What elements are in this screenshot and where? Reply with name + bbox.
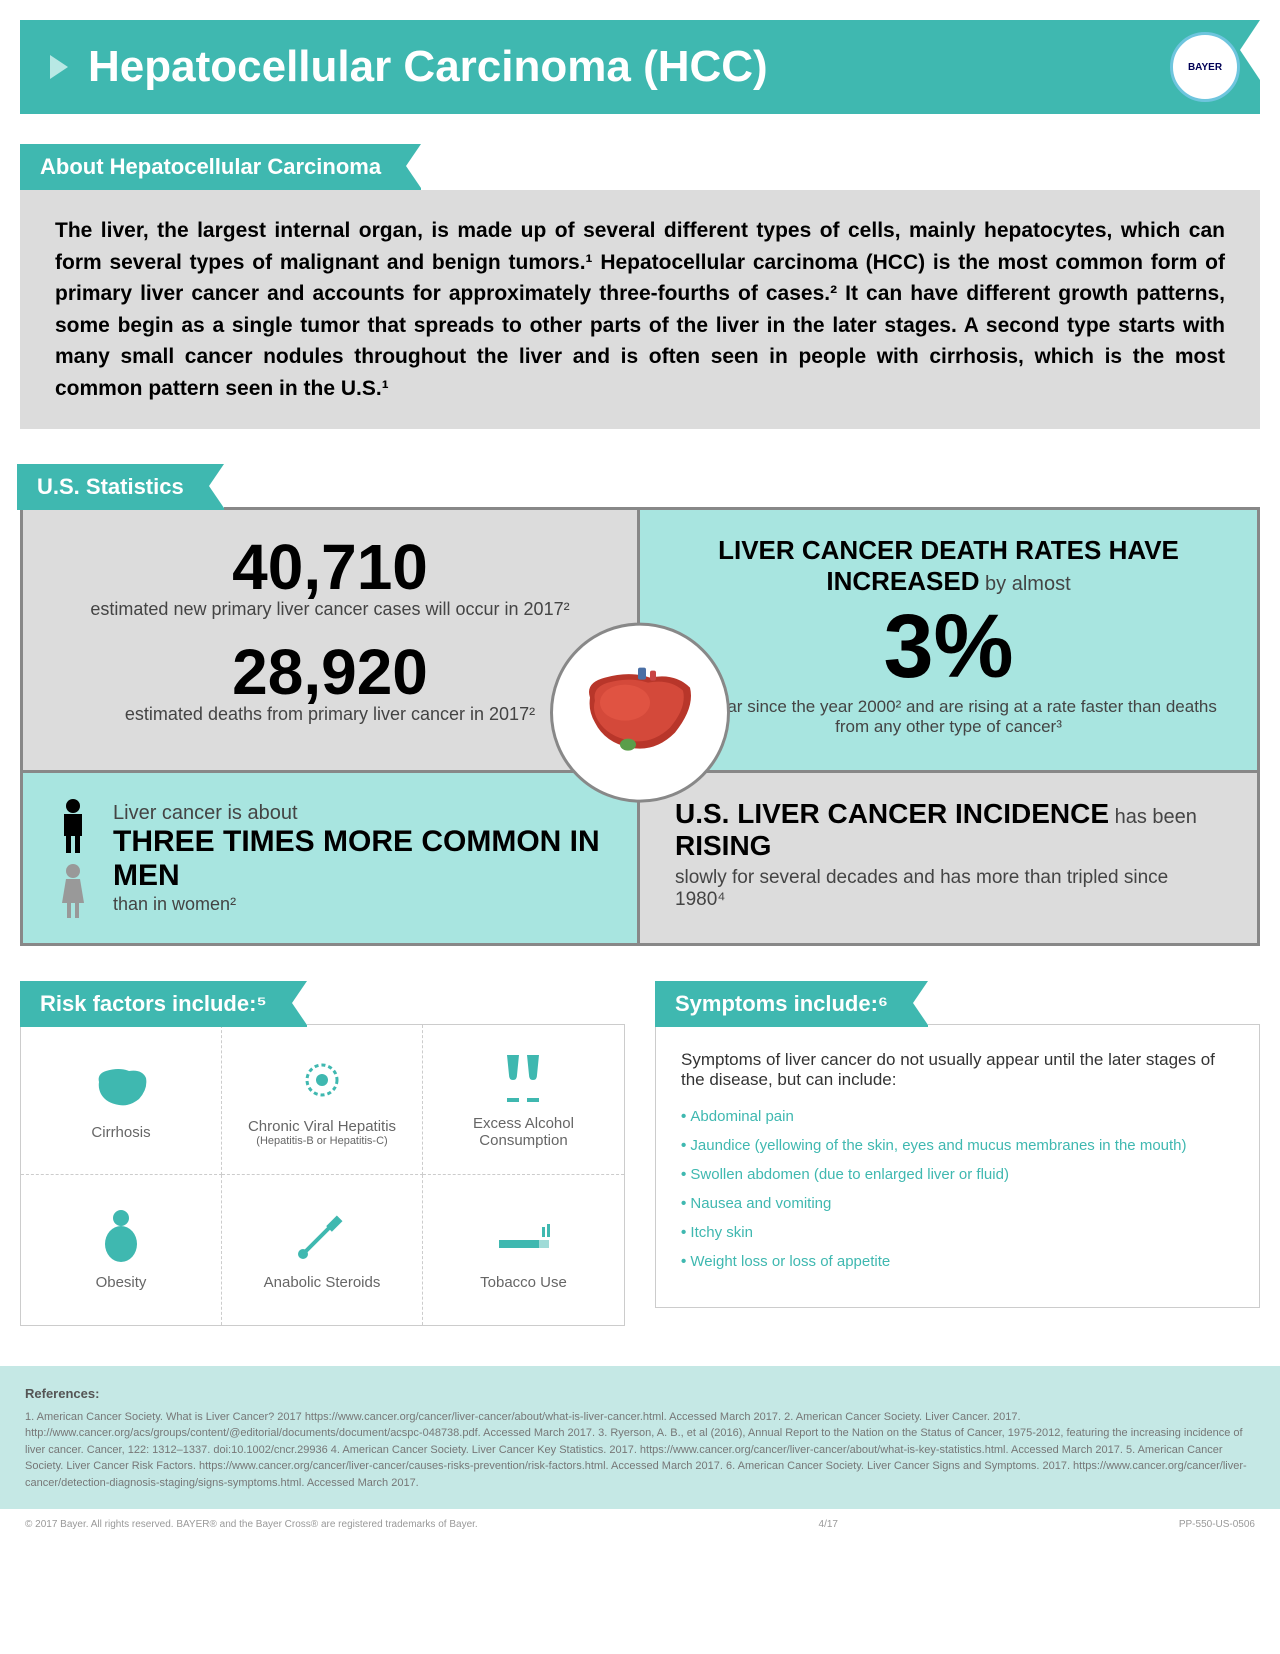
risk-label: Cirrhosis (91, 1124, 150, 1141)
about-body: The liver, the largest internal organ, i… (55, 215, 1225, 404)
risk-tab: Risk factors include:⁵ (20, 981, 307, 1027)
cigarette-icon (494, 1209, 554, 1264)
risk-label: Excess Alcohol Consumption (433, 1115, 614, 1149)
incidence-l1b: has been (1109, 806, 1197, 828)
virus-icon (297, 1053, 347, 1108)
footer-date: 4/17 (819, 1519, 838, 1530)
symptom-item: Jaundice (yellowing of the skin, eyes an… (681, 1137, 1234, 1154)
risk-cirrhosis: Cirrhosis (21, 1025, 222, 1175)
deaths-number: 28,920 (58, 640, 602, 704)
incidence-l1c: RISING (675, 830, 771, 861)
symptoms-list: Abdominal pain Jaundice (yellowing of th… (681, 1108, 1234, 1270)
play-triangle-icon (50, 55, 68, 79)
footer: © 2017 Bayer. All rights reserved. BAYER… (0, 1509, 1280, 1540)
obesity-icon (101, 1209, 141, 1264)
gender-big: THREE TIMES MORE COMMON IN MEN (113, 825, 602, 894)
death-rate-head-tail: by almost (979, 573, 1070, 595)
gender-tail: than in women² (113, 894, 236, 914)
gender-icons (58, 798, 88, 918)
references-box: References: 1. American Cancer Society. … (0, 1366, 1280, 1509)
male-icon (58, 798, 88, 853)
risk-steroids: Anabolic Steroids (222, 1175, 423, 1325)
risk-hepatitis: Chronic Viral Hepatitis(Hepatitis-B or H… (222, 1025, 423, 1175)
new-cases-label: estimated new primary liver cancer cases… (58, 599, 602, 620)
risk-grid: Cirrhosis Chronic Viral Hepatitis(Hepati… (20, 1024, 625, 1326)
footer-code: PP-550-US-0506 (1179, 1519, 1255, 1530)
new-cases-number: 40,710 (58, 535, 602, 599)
page-title: Hepatocellular Carcinoma (HCC) (88, 42, 1170, 92)
risk-label: Chronic Viral Hepatitis(Hepatitis-B or H… (248, 1118, 396, 1147)
symptom-item: Weight loss or loss of appetite (681, 1253, 1234, 1270)
death-rate-head: LIVER CANCER DEATH RATES HAVE INCREASED (718, 535, 1179, 596)
symptom-item: Abdominal pain (681, 1108, 1234, 1125)
risk-label: Anabolic Steroids (264, 1274, 381, 1291)
wine-glass-icon (499, 1050, 549, 1105)
gender-lead: Liver cancer is about (113, 802, 602, 825)
symptoms-intro: Symptoms of liver cancer do not usually … (681, 1050, 1234, 1090)
liver-icon (580, 662, 700, 762)
liver-small-icon (94, 1059, 149, 1114)
risk-label: Tobacco Use (480, 1274, 567, 1291)
symptoms-box: Symptoms of liver cancer do not usually … (655, 1024, 1260, 1308)
title-banner: Hepatocellular Carcinoma (HCC) BAYER (20, 20, 1260, 114)
risk-alcohol: Excess Alcohol Consumption (423, 1025, 624, 1175)
footer-copyright: © 2017 Bayer. All rights reserved. BAYER… (25, 1519, 478, 1530)
stat-cell-incidence: U.S. LIVER CANCER INCIDENCE has been RIS… (640, 773, 1257, 943)
stat-cell-new-cases: 40,710 estimated new primary liver cance… (23, 510, 640, 773)
symptoms-tab: Symptoms include:⁶ (655, 981, 928, 1027)
about-tab: About Hepatocellular Carcinoma (20, 144, 421, 190)
incidence-l2: slowly for several decades and has more … (675, 867, 1222, 911)
stats-tab: U.S. Statistics (17, 464, 224, 510)
death-rate-pct: 3% (675, 602, 1222, 692)
stat-cell-death-rate: LIVER CANCER DEATH RATES HAVE INCREASED … (640, 510, 1257, 773)
death-rate-sub: per year since the year 2000² and are ri… (675, 697, 1222, 737)
risk-obesity: Obesity (21, 1175, 222, 1325)
risk-label: Obesity (96, 1274, 147, 1291)
stat-cell-gender: Liver cancer is about THREE TIMES MORE C… (23, 773, 640, 943)
risk-section: Risk factors include:⁵ Cirrhosis Chronic… (20, 981, 625, 1326)
incidence-l1a: U.S. LIVER CANCER INCIDENCE (675, 798, 1109, 829)
about-box: The liver, the largest internal organ, i… (20, 190, 1260, 429)
symptom-item: Swollen abdomen (due to enlarged liver o… (681, 1166, 1234, 1183)
female-icon (58, 863, 88, 918)
liver-circle-icon (550, 622, 730, 802)
bayer-logo-icon: BAYER (1170, 32, 1240, 102)
references-body: 1. American Cancer Society. What is Live… (25, 1411, 1247, 1489)
references-title: References: (25, 1384, 1255, 1404)
risk-tobacco: Tobacco Use (423, 1175, 624, 1325)
deaths-label: estimated deaths from primary liver canc… (58, 704, 602, 725)
symptom-item: Nausea and vomiting (681, 1195, 1234, 1212)
stats-container: 40,710 estimated new primary liver cance… (20, 507, 1260, 946)
symptoms-section: Symptoms include:⁶ Symptoms of liver can… (655, 981, 1260, 1326)
syringe-icon (295, 1209, 350, 1264)
symptom-item: Itchy skin (681, 1224, 1234, 1241)
